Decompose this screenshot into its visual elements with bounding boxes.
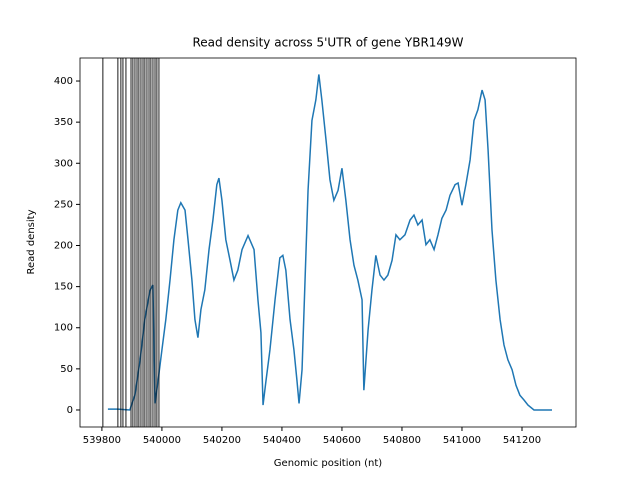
x-tick-label: 540400 [263, 435, 301, 446]
y-tick-label: 100 [54, 323, 73, 334]
y-tick-label: 150 [54, 282, 73, 293]
plot-frame [79, 57, 577, 428]
y-tick-label: 50 [60, 364, 73, 375]
x-tick-label: 540000 [143, 435, 181, 446]
x-tick-label: 541200 [503, 435, 541, 446]
x-axis-label: Genomic position (nt) [274, 458, 383, 469]
x-tick-label: 540200 [203, 435, 241, 446]
y-tick-label: 200 [54, 241, 73, 252]
data-line [107, 74, 552, 411]
y-axis-label: Read density [26, 209, 37, 274]
x-tick-label: 540600 [323, 435, 361, 446]
y-tick-label: 0 [67, 405, 73, 416]
y-tick-label: 300 [54, 158, 73, 169]
x-tick-label: 540800 [383, 435, 421, 446]
x-tick-label: 541000 [443, 435, 481, 446]
chart-title: Read density across 5'UTR of gene YBR149… [192, 36, 463, 50]
y-tick-label: 250 [54, 199, 73, 210]
y-tick-label: 400 [54, 76, 73, 87]
x-tick-label: 539800 [83, 435, 121, 446]
y-tick-label: 350 [54, 117, 73, 128]
